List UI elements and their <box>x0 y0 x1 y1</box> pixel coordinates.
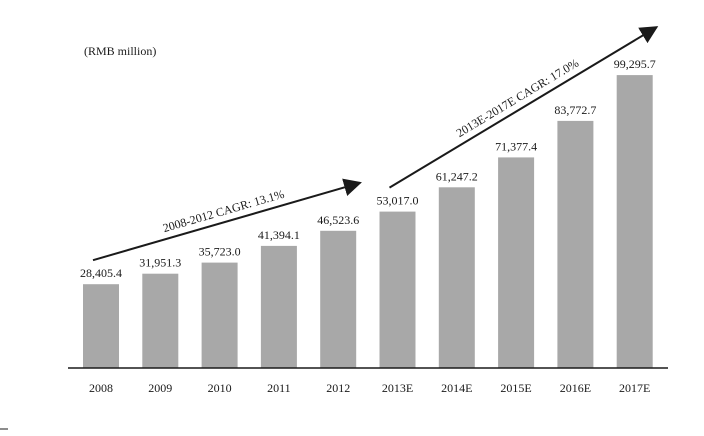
value-label-2017E: 99,295.7 <box>614 57 656 71</box>
value-label-2016E: 83,772.7 <box>554 103 596 117</box>
value-label-2012: 46,523.6 <box>317 213 359 227</box>
bar-2015E <box>498 157 535 368</box>
x-tick-label-2013E: 2013E <box>382 381 413 395</box>
x-tick-label-2016E: 2016E <box>560 381 591 395</box>
x-tick-label-2017E: 2017E <box>619 381 650 395</box>
bar-2016E <box>557 120 594 369</box>
value-labels-group: 28,405.4 31,951.3 35,723.0 41,394.1 46,523.6… <box>80 57 656 280</box>
cagr-arrow-1 <box>92 178 362 262</box>
bar-2009 <box>142 273 179 368</box>
value-label-2009: 31,951.3 <box>139 256 181 270</box>
bar-2011 <box>260 245 297 368</box>
bar-2010 <box>201 262 238 368</box>
value-label-2014E: 61,247.2 <box>436 169 478 183</box>
value-label-2008: 28,405.4 <box>80 266 122 280</box>
x-tick-label-2010: 2010 <box>208 381 232 395</box>
bar-2013E <box>379 211 416 368</box>
tick-labels-group: 2008 2009 2010 2011 2012 2013E 2014E 2015E 2016E… <box>89 381 650 395</box>
value-label-2010: 35,723.0 <box>199 245 241 259</box>
value-label-2015E: 71,377.4 <box>495 139 537 153</box>
unit-label: (RMB million) <box>84 44 156 58</box>
value-label-2011: 41,394.1 <box>258 228 300 242</box>
x-tick-label-2015E: 2015E <box>500 381 531 395</box>
bar-2017E <box>616 75 653 368</box>
value-label-2013E: 53,017.0 <box>377 194 419 208</box>
x-tick-label-2014E: 2014E <box>441 381 472 395</box>
bar-2012 <box>320 230 357 368</box>
x-tick-label-2012: 2012 <box>326 381 350 395</box>
bar-2014E <box>438 187 475 368</box>
x-tick-label-2009: 2009 <box>148 381 172 395</box>
bars-group <box>83 75 653 369</box>
cagr-arrow-2 <box>388 26 659 189</box>
x-tick-label-2008: 2008 <box>89 381 113 395</box>
bar-2008 <box>83 284 119 368</box>
x-tick-label-2011: 2011 <box>267 381 291 395</box>
